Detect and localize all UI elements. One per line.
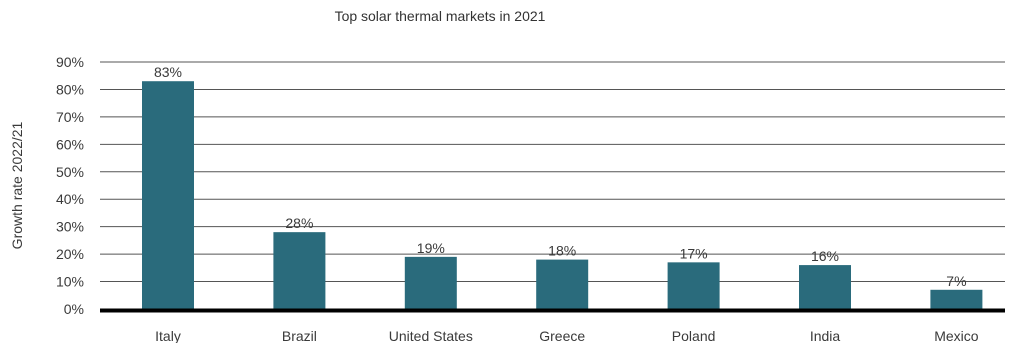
chart-title: Top solar thermal markets in 2021 (334, 8, 546, 24)
data-label: 7% (946, 273, 966, 289)
y-axis-ticks: 0% 10% 20% 30% 40% 50% 60% 70% 80% 90% (56, 54, 84, 317)
y-tick-label: 40% (56, 191, 84, 207)
y-tick-label: 20% (56, 246, 84, 262)
data-label: 16% (811, 248, 839, 264)
bar (799, 265, 851, 309)
x-tick-label: Greece (539, 328, 585, 343)
x-axis-ticks: Italy Brazil United States Greece Poland Indi… (155, 328, 979, 343)
y-tick-label: 50% (56, 164, 84, 180)
bar (667, 262, 720, 309)
data-label: 18% (548, 243, 576, 259)
bar (273, 232, 326, 309)
x-tick-label: Brazil (282, 328, 317, 343)
data-label: 17% (680, 245, 708, 261)
y-tick-label: 10% (56, 274, 84, 290)
data-label: 83% (154, 64, 182, 80)
y-tick-label: 30% (56, 219, 84, 235)
data-label: 28% (285, 215, 313, 231)
x-tick-label: India (810, 328, 841, 343)
x-tick-label: Italy (155, 328, 181, 343)
data-label: 19% (417, 240, 445, 256)
x-tick-label: Poland (672, 328, 716, 343)
y-tick-label: 80% (56, 81, 84, 97)
data-labels: 83% 28% 19% 18% 17% 16% 7% (154, 64, 967, 289)
bar (930, 289, 983, 309)
bar (536, 259, 589, 309)
x-tick-label: Mexico (934, 328, 979, 343)
bars (142, 81, 983, 309)
y-axis-title: Growth rate 2022/21 (9, 121, 25, 249)
y-tick-label: 90% (56, 54, 84, 70)
y-tick-label: 0% (64, 301, 84, 317)
bar (404, 256, 457, 309)
bar (142, 81, 194, 309)
y-tick-label: 60% (56, 136, 84, 152)
x-tick-label: United States (389, 328, 473, 343)
y-tick-label: 70% (56, 109, 84, 125)
